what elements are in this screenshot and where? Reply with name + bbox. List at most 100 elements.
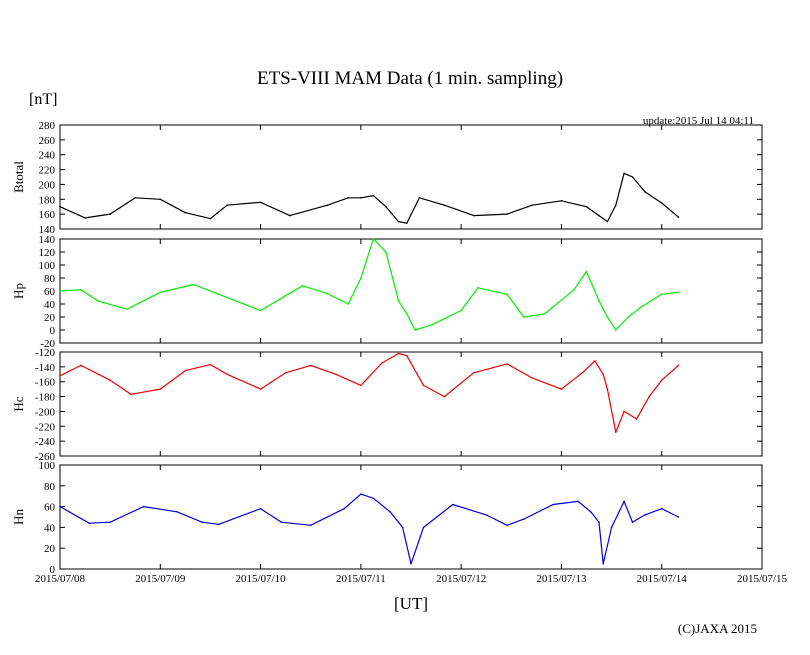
data-point — [531, 204, 533, 206]
data-point — [406, 354, 408, 357]
data-point — [460, 309, 462, 312]
data-point — [606, 316, 609, 318]
data-point — [159, 291, 162, 294]
data-point — [59, 205, 61, 208]
data-point — [506, 293, 508, 296]
data-point — [677, 291, 680, 294]
data-point — [677, 516, 680, 518]
data-point — [677, 216, 680, 218]
data-point — [406, 222, 408, 224]
data-point — [381, 362, 383, 364]
data-point — [472, 372, 475, 374]
data-point — [397, 220, 400, 223]
data-point — [88, 522, 91, 524]
data-point — [259, 201, 262, 204]
data-point — [159, 388, 162, 390]
data-point — [414, 329, 417, 331]
data-point — [660, 507, 663, 510]
data-point — [372, 497, 375, 500]
data-point — [385, 251, 387, 253]
chart-title: ETS-VIII MAM Data (1 min. sampling) — [257, 68, 563, 89]
data-point — [372, 238, 375, 240]
data-point — [59, 290, 61, 292]
data-point — [560, 200, 563, 202]
data-point — [126, 308, 128, 311]
data-point — [443, 204, 446, 206]
update-timestamp: update:2015 Jul 14 04:11 — [643, 115, 754, 127]
data-point — [109, 521, 111, 523]
data-point — [477, 287, 479, 289]
data-point — [418, 197, 421, 199]
data-point — [485, 514, 488, 516]
data-point — [335, 373, 337, 376]
data-point — [201, 521, 203, 523]
x-tick-label: 2015/07/13 — [536, 573, 587, 585]
data-point — [627, 316, 630, 318]
data-point — [635, 418, 638, 420]
data-point — [84, 217, 86, 219]
data-point — [602, 563, 604, 565]
data-point — [226, 373, 228, 376]
y-tick-label: -160 — [35, 377, 56, 389]
data-point — [648, 395, 650, 398]
x-axis-label: [UT] — [394, 594, 428, 613]
data-point — [397, 300, 400, 302]
data-point — [422, 526, 425, 529]
unit-label: [nT] — [29, 91, 57, 108]
x-tick-label: 2015/07/09 — [135, 573, 186, 585]
y-tick-label: -220 — [35, 421, 56, 433]
data-point — [309, 524, 312, 527]
data-point — [343, 507, 345, 510]
panel-frame — [59, 351, 763, 457]
data-point — [631, 521, 634, 523]
data-point — [615, 204, 617, 206]
data-point — [109, 213, 111, 215]
y-tick-label: 60 — [44, 502, 56, 514]
data-point — [531, 377, 533, 379]
y-tick-label: 40 — [44, 522, 56, 534]
series-line-hn — [59, 493, 679, 565]
data-point — [176, 511, 178, 513]
data-point — [389, 511, 391, 513]
data-point — [226, 204, 228, 206]
x-tick-label: 2015/07/12 — [436, 573, 486, 585]
data-point — [401, 526, 404, 529]
data-point — [96, 300, 99, 302]
data-point — [581, 372, 584, 374]
data-point — [523, 316, 525, 318]
data-point — [410, 563, 412, 565]
data-point — [397, 352, 400, 355]
y-axis-label: Btotal — [11, 161, 26, 193]
y-tick-label: 100 — [39, 460, 56, 472]
data-point — [326, 292, 329, 295]
y-tick-label: -200 — [35, 406, 56, 418]
y-tick-label: -20 — [40, 338, 55, 350]
y-tick-label: 100 — [39, 260, 56, 272]
data-point — [452, 503, 454, 506]
data-point — [259, 309, 262, 312]
y-tick-label: 220 — [39, 165, 56, 177]
data-point — [577, 500, 579, 503]
data-point — [506, 524, 508, 527]
data-point — [134, 197, 136, 199]
data-point — [560, 388, 563, 390]
y-tick-label: -260 — [35, 451, 56, 463]
data-point — [406, 313, 408, 315]
data-point — [289, 214, 291, 217]
y-tick-label: 80 — [44, 481, 56, 493]
x-axis-ticks: 2015/07/08 2015/07/09 2015/07/10 2015/07/11… — [35, 573, 788, 585]
y-tick-label: 160 — [39, 209, 56, 221]
data-point — [623, 172, 625, 175]
panel-hc: -260 -240 -220 -200 -180 -160 -140 -120 Hc — [11, 347, 763, 463]
y-tick-label: 260 — [39, 135, 56, 147]
y-tick-label: 180 — [39, 194, 56, 206]
data-point — [506, 363, 508, 365]
data-point — [209, 217, 212, 220]
data-point — [623, 500, 625, 503]
data-point — [192, 283, 195, 286]
panel-frame — [59, 464, 763, 570]
data-point — [585, 270, 588, 273]
data-point — [506, 213, 508, 215]
y-tick-label: 120 — [39, 247, 56, 259]
data-point — [589, 511, 592, 513]
